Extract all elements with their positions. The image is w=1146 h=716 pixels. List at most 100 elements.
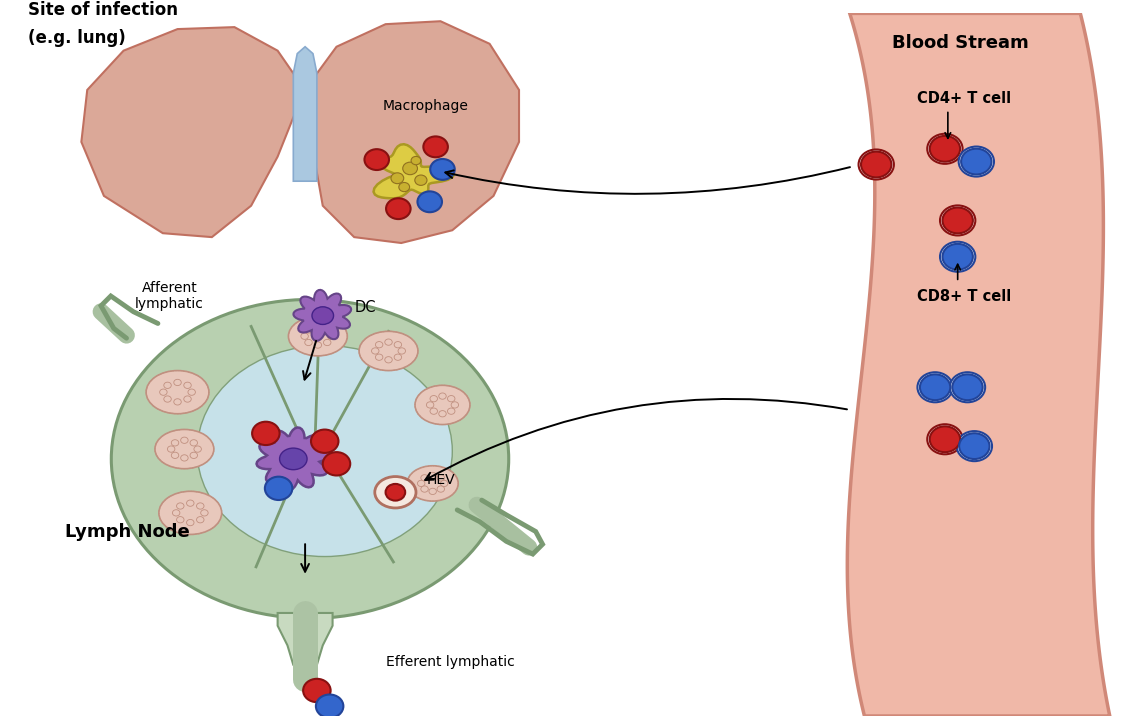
Ellipse shape xyxy=(289,316,347,356)
Ellipse shape xyxy=(197,346,453,556)
Ellipse shape xyxy=(301,333,308,339)
Ellipse shape xyxy=(437,475,445,481)
Ellipse shape xyxy=(176,503,185,509)
Ellipse shape xyxy=(421,486,429,492)
Ellipse shape xyxy=(316,695,344,716)
Text: CD8+ T cell: CD8+ T cell xyxy=(918,289,1012,304)
Ellipse shape xyxy=(265,477,292,500)
Ellipse shape xyxy=(385,484,406,500)
Ellipse shape xyxy=(959,433,989,459)
Text: (e.g. lung): (e.g. lung) xyxy=(29,29,126,47)
Ellipse shape xyxy=(172,510,180,516)
Ellipse shape xyxy=(423,137,448,158)
Ellipse shape xyxy=(174,379,181,386)
Ellipse shape xyxy=(394,354,401,360)
Ellipse shape xyxy=(371,348,379,354)
Ellipse shape xyxy=(159,389,167,395)
Ellipse shape xyxy=(183,396,191,402)
Ellipse shape xyxy=(430,159,455,180)
Ellipse shape xyxy=(430,395,438,402)
Ellipse shape xyxy=(314,342,322,348)
Ellipse shape xyxy=(171,440,179,446)
Ellipse shape xyxy=(194,446,202,453)
Ellipse shape xyxy=(942,208,973,233)
Ellipse shape xyxy=(183,382,191,389)
Text: DC: DC xyxy=(354,300,376,315)
Ellipse shape xyxy=(305,326,312,333)
Ellipse shape xyxy=(447,395,455,402)
Ellipse shape xyxy=(323,452,351,475)
Polygon shape xyxy=(81,27,296,237)
Ellipse shape xyxy=(385,339,392,345)
Text: Macrophage: Macrophage xyxy=(383,100,469,113)
Ellipse shape xyxy=(399,183,409,192)
Ellipse shape xyxy=(927,425,963,454)
Polygon shape xyxy=(847,14,1109,716)
Ellipse shape xyxy=(197,503,204,509)
Ellipse shape xyxy=(328,333,335,339)
Ellipse shape xyxy=(190,453,197,458)
Ellipse shape xyxy=(452,402,458,408)
Ellipse shape xyxy=(940,242,975,272)
Ellipse shape xyxy=(312,306,333,324)
Ellipse shape xyxy=(439,393,446,400)
Text: Site of infection: Site of infection xyxy=(29,1,179,19)
Ellipse shape xyxy=(430,408,438,415)
Ellipse shape xyxy=(391,173,403,184)
Ellipse shape xyxy=(323,339,331,346)
Ellipse shape xyxy=(447,408,455,415)
Ellipse shape xyxy=(429,488,437,495)
Ellipse shape xyxy=(929,136,960,162)
Ellipse shape xyxy=(440,480,448,487)
Ellipse shape xyxy=(957,431,992,461)
Ellipse shape xyxy=(181,455,188,461)
Ellipse shape xyxy=(417,191,442,212)
Ellipse shape xyxy=(187,500,194,506)
Ellipse shape xyxy=(364,149,388,170)
Ellipse shape xyxy=(929,426,960,453)
Ellipse shape xyxy=(858,150,894,180)
Ellipse shape xyxy=(176,517,185,523)
Ellipse shape xyxy=(942,244,973,270)
Ellipse shape xyxy=(861,152,892,178)
Ellipse shape xyxy=(439,410,446,417)
Ellipse shape xyxy=(111,299,509,619)
Ellipse shape xyxy=(314,324,322,331)
Ellipse shape xyxy=(426,402,434,408)
Ellipse shape xyxy=(402,162,417,175)
Text: Lymph Node: Lymph Node xyxy=(64,523,189,541)
Ellipse shape xyxy=(252,422,280,445)
Text: Blood Stream: Blood Stream xyxy=(893,34,1029,52)
Polygon shape xyxy=(315,21,519,243)
Ellipse shape xyxy=(181,437,188,443)
Ellipse shape xyxy=(961,149,991,175)
Ellipse shape xyxy=(159,491,221,534)
Text: HEV: HEV xyxy=(426,473,455,488)
Ellipse shape xyxy=(385,357,392,363)
Ellipse shape xyxy=(359,332,418,371)
Ellipse shape xyxy=(959,147,994,177)
Text: CD4+ T cell: CD4+ T cell xyxy=(918,91,1012,106)
Ellipse shape xyxy=(280,448,307,470)
Ellipse shape xyxy=(950,372,986,402)
Ellipse shape xyxy=(174,399,181,405)
Ellipse shape xyxy=(197,517,204,523)
Ellipse shape xyxy=(171,453,179,458)
Ellipse shape xyxy=(155,430,214,469)
Ellipse shape xyxy=(323,326,331,333)
Ellipse shape xyxy=(386,198,410,219)
Polygon shape xyxy=(374,144,454,198)
Ellipse shape xyxy=(417,480,425,487)
Ellipse shape xyxy=(415,385,470,425)
Ellipse shape xyxy=(375,477,416,508)
Ellipse shape xyxy=(927,134,963,164)
Ellipse shape xyxy=(415,175,427,185)
Ellipse shape xyxy=(311,430,338,453)
Ellipse shape xyxy=(188,389,195,395)
Polygon shape xyxy=(293,290,351,341)
Polygon shape xyxy=(257,427,330,490)
Ellipse shape xyxy=(376,342,383,348)
Text: Afferent
lymphatic: Afferent lymphatic xyxy=(135,281,204,311)
Ellipse shape xyxy=(407,466,458,501)
Ellipse shape xyxy=(187,519,194,526)
